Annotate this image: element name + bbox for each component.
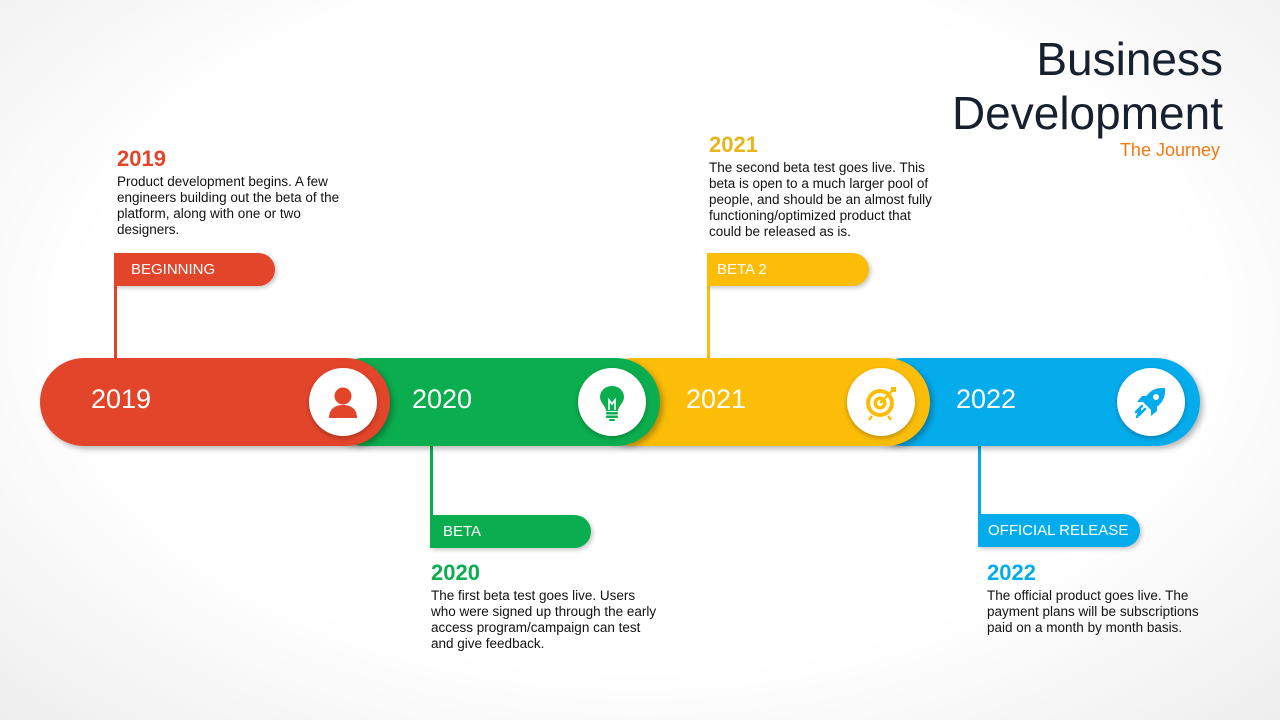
milestone-year: 2022 <box>987 560 1036 585</box>
milestone-info-2019: 2019 Product development begins. A few e… <box>117 146 353 238</box>
timeline-segment-2019: 2019 <box>40 358 390 446</box>
milestone-info-2021: 2021 The second beta test goes live. Thi… <box>709 132 943 240</box>
milestone-year: 2020 <box>431 560 480 585</box>
flag-label: BETA 2 <box>717 261 767 278</box>
milestone-stem-2021 <box>707 268 710 360</box>
milestone-description: The first beta test goes live. Users who… <box>431 588 657 651</box>
timeline-year: 2020 <box>412 384 473 414</box>
person-icon <box>309 368 377 436</box>
milestone-stem-2022 <box>978 444 981 532</box>
timeline-year: 2019 <box>91 384 152 414</box>
rocket-icon <box>1117 368 1185 436</box>
milestone-year: 2019 <box>117 146 166 171</box>
title-line-1: Business <box>1036 33 1223 85</box>
milestone-description: Product development begins. A few engine… <box>117 174 340 237</box>
milestone-flag-beginning: BEGINNING <box>114 253 275 286</box>
milestone-flag-beta-2: BETA 2 <box>707 253 869 286</box>
flag-label: OFFICIAL RELEASE <box>988 522 1129 539</box>
timeline-year: 2021 <box>686 384 747 414</box>
lightbulb-icon <box>578 368 646 436</box>
flag-label: BETA <box>443 523 482 540</box>
page-subtitle: The Journey <box>1119 140 1220 160</box>
milestone-flag-beta: BETA <box>430 515 591 548</box>
timeline-year: 2022 <box>956 384 1017 414</box>
milestone-flag-official-release: OFFICIAL RELEASE <box>978 514 1140 547</box>
milestone-stem-2019 <box>114 268 117 360</box>
milestone-info-2020: 2020 The first beta test goes live. User… <box>431 560 663 652</box>
milestone-year: 2021 <box>709 132 758 157</box>
milestone-description: The official product goes live. The paym… <box>987 588 1199 635</box>
title-line-2: Development <box>951 87 1223 139</box>
milestone-description: The second beta test goes live. This bet… <box>709 160 932 239</box>
target-icon <box>847 368 915 436</box>
milestone-info-2022: 2022 The official product goes live. The… <box>987 560 1219 636</box>
page-title: Business Development <box>952 32 1223 140</box>
milestone-stem-2020 <box>430 444 433 532</box>
flag-label: BEGINNING <box>131 261 216 278</box>
